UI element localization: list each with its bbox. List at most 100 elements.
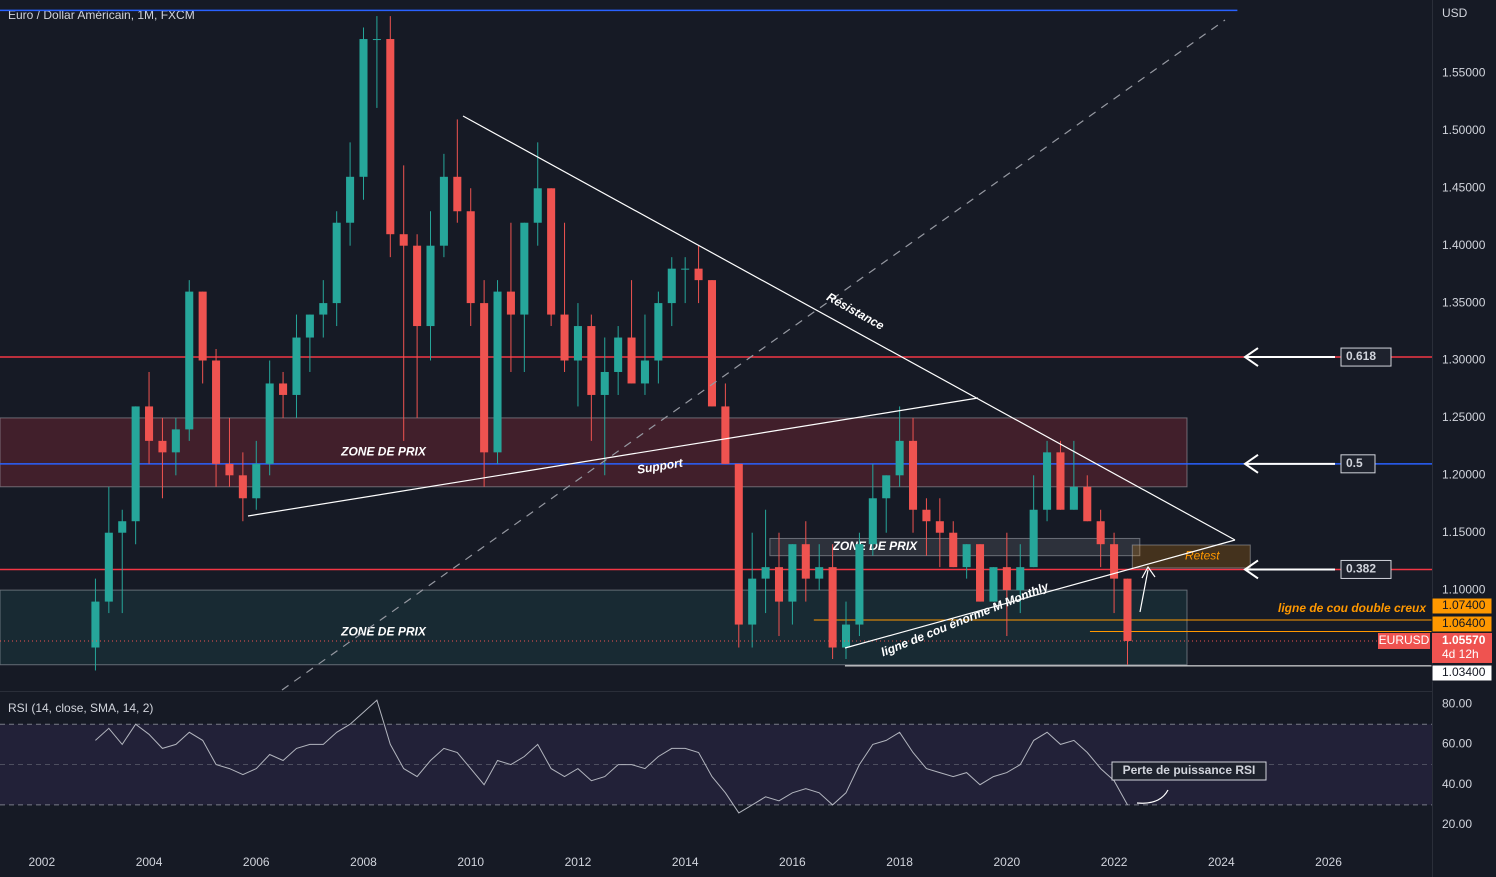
x-tick-label: 2004 [136,855,163,869]
candle-body [104,532,113,602]
candle-body [171,429,180,453]
candle-body [506,291,515,315]
x-tick-label: 2010 [457,855,484,869]
candle-body [600,371,609,395]
x-tick-label: 2016 [779,855,806,869]
candle-body [788,544,797,602]
currency-label: USD [1442,6,1468,20]
candle-body [158,440,167,453]
candle-body [185,291,194,430]
candle-body [801,544,810,579]
candle-body [426,245,435,327]
fib-label: 0.5 [1346,456,1363,470]
fib-label-box [1340,347,1392,367]
candle-body [372,39,381,41]
price-scale-border [1432,0,1433,877]
countdown-label: 4d 12h [1442,647,1479,661]
candle-body [560,314,569,361]
candle-body [359,39,368,177]
candle-body [547,188,556,315]
candle-body [654,303,663,361]
candle-body [212,360,221,464]
rsi-tick-label: 60.00 [1442,737,1472,751]
candle-body [681,268,690,270]
candle-body [1083,486,1092,522]
x-tick-label: 2026 [1315,855,1342,869]
candle-body [332,222,341,304]
y-tick-label: 1.55000 [1442,66,1486,80]
candle-body [198,291,207,361]
last-price-tag [1432,632,1492,663]
pane-separator [0,691,1432,692]
last-price-label: 1.05570 [1442,633,1486,647]
candle-body [91,601,100,648]
double-neckline-label: ligne de cou double creux [1278,601,1427,615]
diagonal-dashed [281,19,1226,691]
x-tick-label: 2018 [886,855,913,869]
candle-body [640,360,649,384]
price-zone [0,417,1188,488]
price-tag [1431,597,1493,615]
candle-body [774,567,784,602]
candle-body [1069,486,1078,510]
fib-label-box [1340,559,1392,579]
fib-label-box [1340,454,1376,474]
candle-body [962,544,971,568]
retest-arrow [1139,565,1156,613]
rsi-note-box [1111,761,1267,781]
x-tick-label: 2012 [565,855,592,869]
x-tick-label: 2014 [672,855,699,869]
candle-body [386,39,395,235]
candle-body [1110,544,1119,579]
candle-body [453,176,462,212]
candle-body [1029,509,1038,568]
zone-label: Retest [1185,549,1220,563]
candle-body [346,176,355,223]
candle-body [145,406,154,441]
candle-body [118,521,127,533]
rsi-line [95,699,1128,814]
candle-body [1043,452,1052,510]
x-tick-label: 2002 [28,855,55,869]
fib-arrow [1243,454,1335,474]
symbol-tag [1378,632,1430,649]
chart-title: Euro / Dollar Américain, 1M, FXCM [8,8,195,22]
candle-body [1096,521,1105,545]
price-tag-label: 1.07400 [1442,598,1486,612]
zone-label: ZONE DE PRIX [340,625,427,639]
price-tag-label: 1.03400 [1442,665,1486,679]
candle-body [855,544,864,625]
candle-body [882,475,891,499]
price-zone [0,589,1188,666]
candle-body [1002,567,1011,591]
candle-body [265,383,274,464]
candle-body [868,498,877,545]
candle-body [627,337,636,384]
candle-body [761,567,770,579]
zone-label: ZONE DE PRIX [340,445,427,459]
candle-body [935,521,944,533]
candle-body [399,234,408,246]
candle-body [533,188,542,223]
trend-lines [247,19,1236,804]
candle-body [815,567,824,579]
price-tag-label: 1.06400 [1442,616,1486,630]
resistance-line [462,115,1236,541]
rsi-label: RSI (14, close, SMA, 14, 2) [8,701,153,715]
rsi-note: Perte de puissance RSI [1123,763,1256,777]
fib-label: 0.382 [1346,562,1376,576]
candle-body [909,440,918,510]
candle-body [225,463,234,476]
candle-body [1123,578,1132,641]
x-tick-label: 2024 [1208,855,1235,869]
candle-body [895,440,904,476]
support-line [247,397,979,517]
candle-body [989,567,998,602]
candle-body [1056,452,1065,510]
fib-arrow [1243,559,1335,580]
price-tag [1431,615,1493,633]
y-tick-label: 1.25000 [1442,410,1486,424]
